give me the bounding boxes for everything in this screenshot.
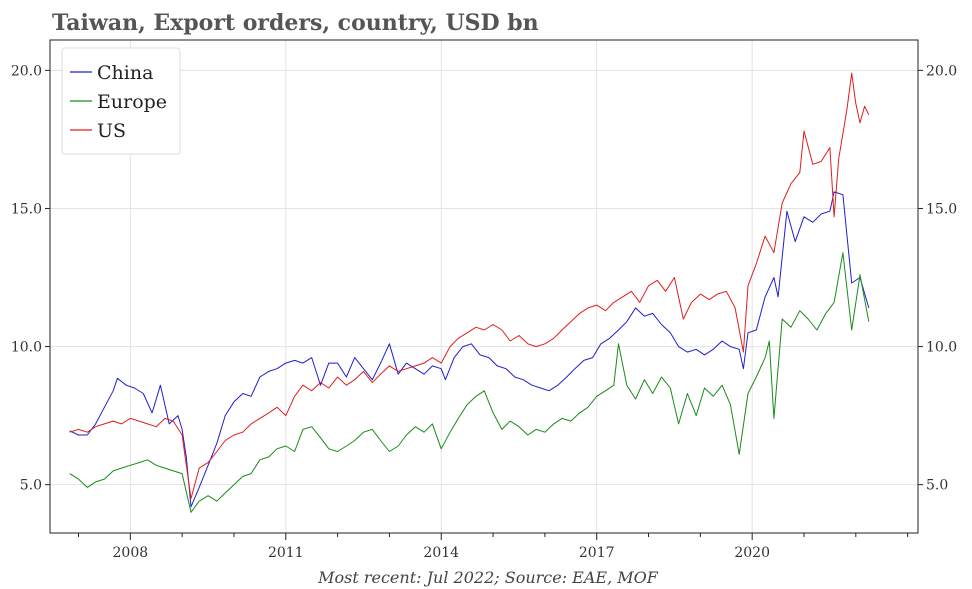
legend: China Europe US — [61, 47, 181, 155]
legend-box — [61, 47, 181, 155]
axes: 5.0 5.0 10.0 10.0 15.0 15.0 20.0 20.0 2008 2011 20… — [11, 63, 957, 561]
legend-label: US — [97, 120, 126, 142]
y-tick-label-right: 20.0 — [926, 63, 957, 79]
chart-title: Taiwan, Export orders, country, USD bn — [52, 10, 539, 36]
y-tick-label: 10.0 — [11, 340, 42, 356]
x-tick-label: 2008 — [113, 545, 149, 561]
y-tick-label-right: 5.0 — [926, 478, 948, 494]
grid-lines — [50, 40, 918, 533]
x-tick-label: 2020 — [734, 545, 770, 561]
plot-frame — [49, 39, 919, 534]
series-lines — [69, 72, 870, 513]
x-tick-label: 2011 — [268, 545, 304, 561]
source-note: Most recent: Jul 2022; Source: EAE, MOF — [317, 568, 659, 587]
legend-label: China — [97, 62, 153, 84]
series-line-us — [69, 72, 870, 499]
legend-label: Europe — [97, 91, 167, 113]
y-tick-label: 20.0 — [11, 63, 42, 79]
series-line-china — [69, 191, 870, 508]
y-tick-label-right: 10.0 — [926, 340, 957, 356]
y-tick-label-right: 15.0 — [926, 201, 957, 217]
series-line-europe — [69, 252, 870, 513]
x-tick-label: 2017 — [579, 545, 615, 561]
y-tick-label: 15.0 — [11, 201, 42, 217]
x-tick-label: 2014 — [423, 545, 459, 561]
y-tick-label: 5.0 — [20, 478, 42, 494]
